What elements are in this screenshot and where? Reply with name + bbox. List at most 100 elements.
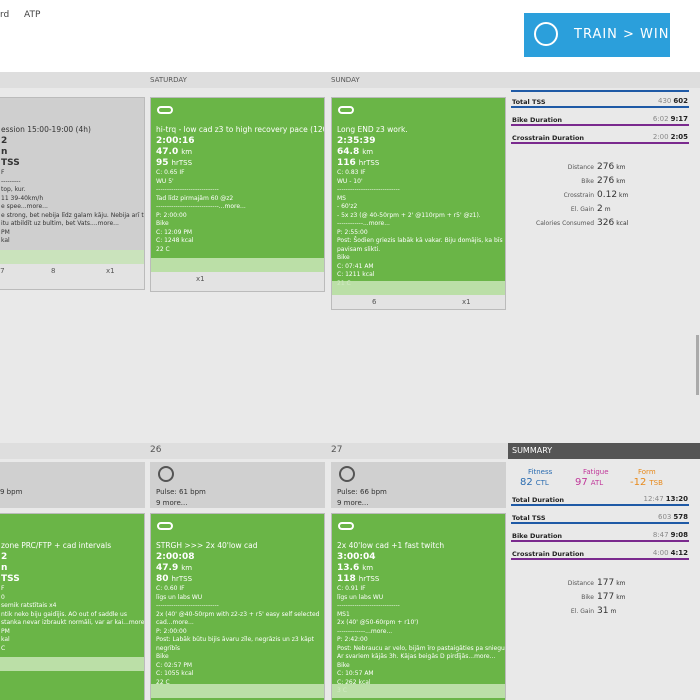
workout-line: C: 0.65 IF [156,169,185,176]
fitness-unit: TSB [649,479,663,487]
footer-count: x7 [0,266,5,275]
workout-line: C: 02:57 PM [156,661,193,669]
power-graph [151,684,324,698]
workout-title: zone PRC/FTP + cad intervals [1,541,112,550]
metric: 116 hrTSS [337,158,379,168]
workout-card[interactable]: STRGH >>> 2x 40'low cad 2:00:08 47.9 km 80 hr… [150,513,325,700]
card-footer: x7 8 x1 [0,263,144,289]
workout-line: MS1 [337,610,350,618]
power-graph [0,249,144,264]
planned: 6:02 [652,115,669,123]
summary-row-bar [511,540,689,542]
planned: 2:00 [652,133,669,141]
stat-value: 31 m [597,606,616,616]
workout-line: kal [1,237,10,244]
workout-line: MS [337,194,346,202]
scrollbar [696,335,699,395]
pulse-text: Pulse: 61 bpm [156,488,206,496]
summary-row-label: Total TSS [512,98,546,106]
stat-value: 177 km [597,578,626,588]
metric-value: 3:00:04 [337,552,376,562]
day-label: SATURDAY [150,76,187,84]
metric: n [1,147,7,157]
footer-count: x1 [106,266,115,275]
stat-label: Bike [581,594,594,601]
stat-value: 177 km [597,592,626,602]
metric: 95 hrTSS [156,158,192,168]
stat-value: 276 km [597,162,626,172]
workout-line: e strong, bet nebija līdz galam kāju. Ne… [1,211,145,219]
pulse-text: 9 more... [156,499,188,507]
pulse-card: Pulse: 66 bpm 9 more... [331,462,506,508]
workout-card[interactable]: ession 15:00-19:00 (4h) 2 n TSS F --------- to… [0,97,145,290]
workout-line: līgs un labs WU [156,593,203,601]
stat-number: 0.12 [597,190,618,200]
workout-line: ----------------------------- [156,186,219,193]
workout-card[interactable]: hi-trq - low cad z3 to high recovery pac… [150,97,325,292]
workout-title: ession 15:00-19:00 (4h) [1,125,91,134]
card-footer: x1 [151,272,324,291]
metric-unit: hrTSS [171,575,193,583]
metric: 80 hrTSS [156,574,192,584]
summary-title: SUMMARY [512,446,553,455]
metric-value: 2:35:39 [337,136,376,146]
power-graph [332,281,505,295]
power-graph [0,657,144,671]
workout-line: C: 0.91 IF [337,585,366,592]
workout-line: Post: Šodien griezis labāk kā vakar. Bij… [337,237,503,244]
workout-line: F [1,585,5,592]
summary-row-values: 12:47 13:20 [620,495,688,503]
nav-item[interactable]: ATP [24,10,41,20]
workout-card[interactable]: 2x 40'low cad +1 fast twitch 3:00:04 13.6 k… [331,513,506,700]
day-strip [0,443,508,459]
workout-line: Tad līdz pirmajām 60 @z2 [156,194,234,202]
gauge-icon [158,466,174,482]
summary-row-values: 2:00 2:05 [620,133,688,141]
workout-line: C: 1211 kcal [337,271,375,278]
actual: 602 [673,97,688,105]
metric-unit: km [362,148,374,156]
summary-row-bar [511,558,689,560]
workout-line: negrībīs [156,644,181,652]
workout-line: P: 2:42:00 [337,636,368,643]
workout-card[interactable]: Long END z3 work. 2:35:39 64.8 km 116 hrTSS C:… [331,97,506,310]
stat-label: Calories Consumed [536,220,594,227]
workout-title: 2x 40'low cad +1 fast twitch [337,541,445,550]
power-graph [151,258,324,272]
workout-line: C [1,644,6,652]
metric-unit: hrTSS [358,159,380,167]
summary-header [508,443,700,459]
summary-row-bar [511,504,689,506]
workout-line: C: 07:41 AM [337,262,374,270]
metric: TSS [1,158,20,168]
fitness-label: Fitness [528,468,553,476]
stat-unit: km [616,594,626,601]
stat-label: Distance [567,164,594,171]
day-label: SUNDAY [331,76,360,84]
stat-label: Distance [567,580,594,587]
metric: 3:00:04 [337,552,376,562]
planned: 8:47 [652,531,669,539]
fitness-label: Form [638,468,656,476]
workout-line: semik ratstītais x4 [1,602,57,609]
metric-value: 47.0 [156,147,179,157]
workout-line: Bike [156,220,169,227]
stat-label: Bike [581,178,594,185]
metric-value: 2:00:08 [156,552,195,562]
workout-line: ----------------------------- [156,602,219,609]
pulse-card: Pulse: 61 bpm 9 more... [150,462,325,508]
summary-panel [508,88,700,238]
workout-title: STRGH >>> 2x 40'low cad [156,541,258,550]
day-label: 26 [150,445,162,455]
metric-value: 95 [156,158,169,168]
workout-line: itu atbildīt uz bultim, bet Vats....more… [1,220,119,227]
metric: 2:00:08 [156,552,195,562]
workout-line: kal [1,636,10,643]
workout-line: C: 1248 kcal [156,237,194,244]
metric: 47.0 km [156,147,192,157]
nav-item[interactable]: rd [0,10,10,20]
workout-card[interactable]: zone PRC/FTP + cad intervals 2 n TSS F 0 semik… [0,513,145,700]
planned: 603 [658,513,672,521]
stat-value: 326 kcal [597,218,628,228]
metric-value: TSS [1,574,20,584]
